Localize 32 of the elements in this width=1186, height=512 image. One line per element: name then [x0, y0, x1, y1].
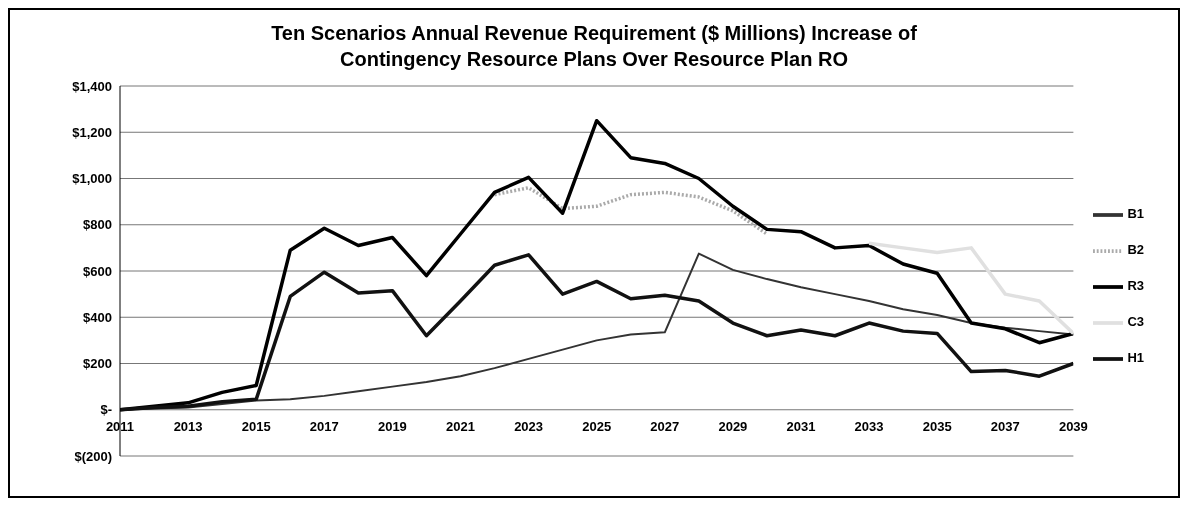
x-tick-label: 2011 [105, 419, 135, 435]
x-tick-label: 2037 [990, 419, 1020, 435]
legend-label: B1 [1127, 206, 1144, 221]
x-tick-label: 2027 [650, 419, 680, 435]
legend-label: B2 [1127, 242, 1144, 257]
x-tick-label: 2039 [1058, 419, 1088, 435]
y-tick-label: $200 [83, 356, 112, 372]
x-tick-label: 2013 [173, 419, 203, 435]
y-tick-label: $1,000 [72, 171, 112, 187]
y-tick-label: $(200) [74, 448, 112, 464]
x-tick-label: 2031 [786, 419, 816, 435]
x-tick-label: 2029 [718, 419, 748, 435]
y-tick-label: $600 [83, 263, 112, 279]
x-tick-label: 2025 [582, 419, 612, 435]
y-tick-label: $400 [83, 309, 112, 325]
chart-title: Ten Scenarios Annual Revenue Requirement ($ Millions) Increase of Contingency Resource Plans Over Resource Plan RO [270, 21, 918, 72]
x-tick-label: 2023 [514, 419, 544, 435]
y-tick-label: $1,400 [72, 78, 112, 94]
legend-label: C3 [1127, 314, 1144, 329]
legend-label: R3 [1127, 278, 1144, 293]
legend-label: H1 [1127, 350, 1144, 365]
x-tick-label: 2015 [241, 419, 271, 435]
x-tick-label: 2021 [446, 419, 475, 435]
x-tick-label: 2017 [309, 419, 339, 435]
line-series [867, 241, 1074, 336]
x-tick-label: 2035 [922, 419, 952, 435]
line-series [492, 186, 769, 236]
y-tick-label: $- [100, 402, 112, 418]
y-tick-label: $1,200 [72, 124, 112, 140]
x-tick-label: 2033 [854, 419, 884, 435]
y-tick-label: $800 [83, 217, 112, 233]
x-tick-label: 2019 [377, 419, 407, 435]
